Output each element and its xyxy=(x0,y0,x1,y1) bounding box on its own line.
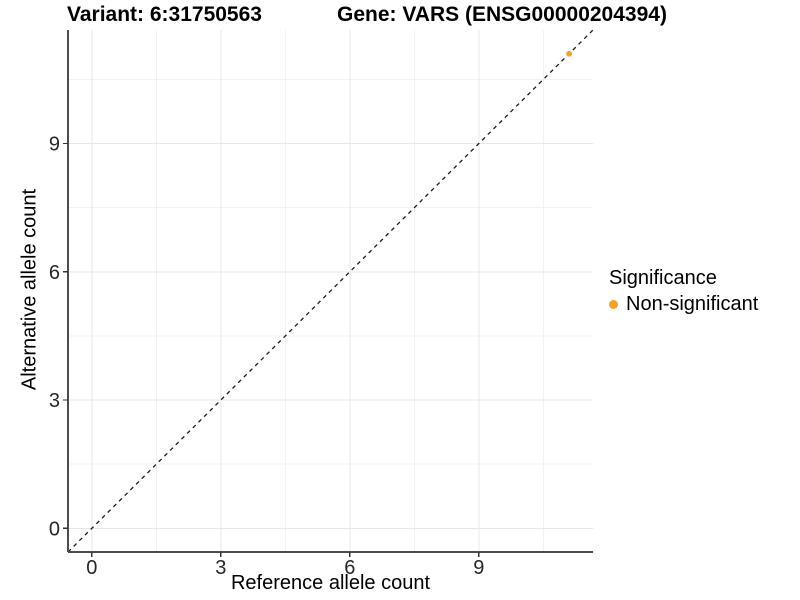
axis-ticks xyxy=(63,142,480,557)
x-tick-label: 3 xyxy=(215,557,226,579)
axis-tick-labels: 0 3 6 9 0 3 6 9 xyxy=(49,134,485,579)
legend-label-non-significant: Non-significant xyxy=(626,293,759,315)
y-tick-label: 6 xyxy=(49,262,60,284)
legend-swatch-non-significant xyxy=(609,299,618,309)
gridlines-minor xyxy=(68,30,593,552)
x-axis-title: Reference allele count xyxy=(230,572,430,594)
y-tick-label: 0 xyxy=(49,518,60,540)
axis-lines xyxy=(67,30,593,553)
x-tick-label: 9 xyxy=(473,557,484,579)
identity-line xyxy=(67,29,594,553)
y-tick-label: 3 xyxy=(49,390,60,412)
plot-title-variant: Variant: 6:31750563 xyxy=(67,3,262,26)
y-axis-title: Alternative allele count xyxy=(18,188,41,391)
plot-title-gene: Gene: VARS (ENSG00000204394) xyxy=(337,3,667,26)
gridlines-major xyxy=(68,30,593,552)
legend: Significance Non-significant xyxy=(609,266,758,316)
y-tick-label: 9 xyxy=(49,134,60,156)
legend-title: Significance xyxy=(609,267,717,289)
x-tick-label: 0 xyxy=(86,557,97,579)
x-tick-label: 6 xyxy=(344,557,355,579)
legend-item-non-significant: Non-significant xyxy=(609,292,758,316)
data-point xyxy=(566,50,573,57)
